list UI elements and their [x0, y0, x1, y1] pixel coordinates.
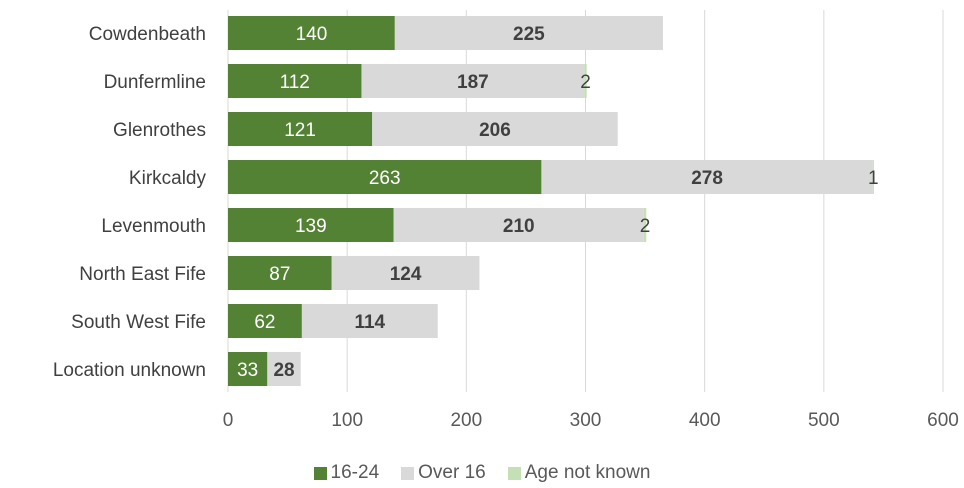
legend-swatch [313, 466, 327, 480]
bar-segment [228, 256, 332, 290]
bar-segment [228, 112, 373, 146]
x-tick-label: 300 [570, 410, 602, 431]
x-axis-ticks: 0 100 200 300 400 500 600 [223, 410, 959, 431]
data-label: 187 [457, 72, 489, 93]
bar-segment [393, 208, 644, 242]
bar-segment [872, 160, 874, 194]
legend-item: Age not known [507, 462, 651, 484]
x-tick-label: 0 [223, 410, 234, 431]
data-label: 1 [868, 168, 879, 189]
bar-segment [267, 352, 301, 386]
bar-segment [228, 208, 394, 242]
bar-segment [331, 256, 480, 290]
category-label: Levenmouth [101, 216, 206, 237]
data-label: 140 [296, 24, 328, 45]
bar-segment [394, 16, 663, 50]
legend-label: Over 16 [418, 462, 486, 483]
bar-segment [228, 352, 268, 386]
category-label: Cowdenbeath [89, 24, 206, 45]
legend-item: Over 16 [401, 462, 486, 484]
data-label: 62 [254, 312, 275, 333]
bar-segment [541, 160, 873, 194]
data-label: 210 [503, 216, 535, 237]
legend-item: 16-24 [313, 462, 380, 484]
legend-label: 16-24 [330, 462, 380, 483]
data-label: 206 [479, 120, 511, 141]
data-label: 87 [269, 264, 290, 285]
data-label: 2 [580, 72, 591, 93]
data-label: 114 [354, 312, 385, 333]
data-label: 124 [390, 264, 422, 285]
bar-segment [228, 16, 395, 50]
category-label: Dunfermline [104, 72, 206, 93]
bar-segment [228, 160, 542, 194]
bar-segment [361, 64, 585, 98]
bar-segment [228, 64, 362, 98]
category-labels: Cowdenbeath Dunfermline Glenrothes Kirkcald… [53, 24, 207, 381]
x-tick-label: 400 [689, 410, 721, 431]
data-label: 2 [640, 216, 651, 237]
chart: 140 225 112 187 2 121 206 263 278 1 139 210 2 87 124 62… [53, 10, 959, 431]
data-label: 139 [295, 216, 327, 237]
data-label: 28 [273, 360, 294, 381]
x-tick-label: 200 [450, 410, 482, 431]
x-tick-label: 500 [808, 410, 840, 431]
bar-segment [301, 304, 438, 338]
bar-segment [584, 64, 587, 98]
data-label: 278 [691, 168, 723, 189]
legend-swatch [507, 466, 521, 480]
x-tick-label: 100 [331, 410, 363, 431]
x-tick-label: 600 [927, 410, 959, 431]
category-label: Kirkcaldy [129, 168, 207, 189]
bars: 140 225 112 187 2 121 206 263 278 1 139 210 2 87 124 62… [228, 16, 879, 386]
data-label: 225 [513, 24, 545, 45]
category-label: Glenrothes [113, 120, 206, 141]
category-label: South West Fife [71, 312, 206, 333]
bar-segment [372, 112, 618, 146]
category-label: Location unknown [53, 360, 206, 381]
data-label: 263 [369, 168, 401, 189]
data-label: 112 [280, 72, 310, 93]
legend-swatch [401, 466, 415, 480]
data-label: 33 [237, 360, 258, 381]
legend-label: Age not known [524, 462, 651, 483]
legend: 16-24 Over 16 Age not known [0, 460, 964, 486]
data-label: 121 [284, 120, 316, 141]
category-label: North East Fife [79, 264, 206, 285]
bar-segment [643, 208, 647, 242]
bar-segment [228, 304, 302, 338]
